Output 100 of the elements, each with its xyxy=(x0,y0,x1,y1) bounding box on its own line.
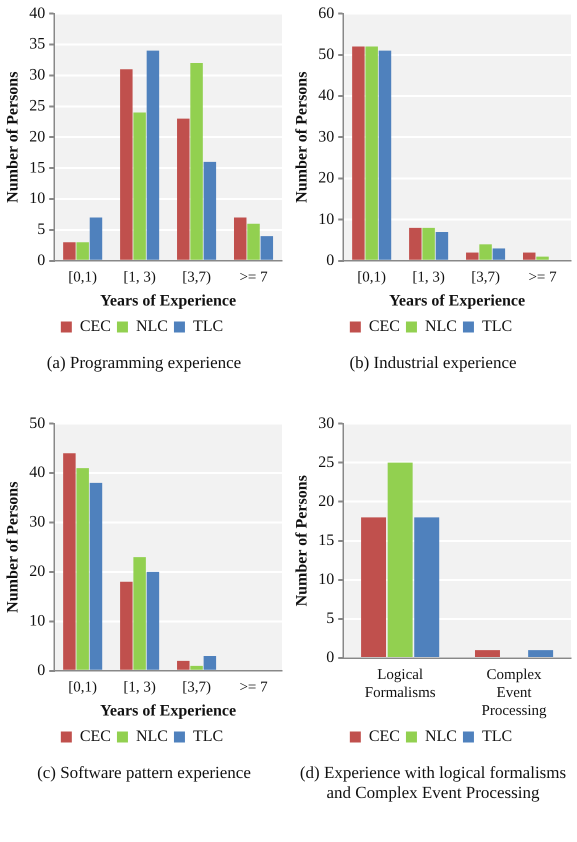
bar xyxy=(466,252,479,260)
bar xyxy=(414,517,440,657)
text: (c) Software pattern experience xyxy=(36,763,252,783)
y-tick-label: 5 xyxy=(37,221,46,238)
y-axis-title: Number of Persons xyxy=(4,72,22,203)
bar xyxy=(120,69,133,260)
bar xyxy=(90,482,102,670)
y-tick-label: 40 xyxy=(29,4,46,22)
bar xyxy=(479,244,492,260)
x-axis-title: Years of Experience xyxy=(100,292,236,310)
y-tick-label: 30 xyxy=(29,514,46,531)
bar xyxy=(378,50,392,260)
bar xyxy=(76,468,89,670)
text: (d) Experience with logical formalisms and Complex Event Processing xyxy=(298,763,568,803)
bar xyxy=(492,248,506,260)
bar xyxy=(260,236,274,260)
y-tick-label: 0 xyxy=(326,252,334,270)
bar xyxy=(146,50,160,260)
bar xyxy=(63,453,76,670)
x-tick-label: [3,7) xyxy=(471,270,500,286)
bar xyxy=(536,256,549,260)
legend-label: TLC xyxy=(482,728,512,746)
y-tick-label: 10 xyxy=(29,190,46,208)
legend-label: CEC xyxy=(368,728,400,746)
y-tick-label: 0 xyxy=(37,252,46,270)
bar xyxy=(365,46,378,260)
legend-label: TLC xyxy=(482,318,512,336)
y-tick-label: 50 xyxy=(318,46,334,64)
bar xyxy=(409,228,422,260)
legend-label: NLC xyxy=(136,728,168,746)
text: (b) Industrial experience xyxy=(348,353,518,373)
x-tick-label: [3,7) xyxy=(182,680,211,696)
x-axis-title: Years of Experience xyxy=(389,292,526,310)
bar xyxy=(234,218,246,260)
bar xyxy=(204,656,216,670)
x-tick-label: [1, 3) xyxy=(412,270,445,286)
y-tick-label: 40 xyxy=(29,464,46,482)
legend-label: NLC xyxy=(424,318,457,336)
x-tick-label: [1, 3) xyxy=(123,680,156,696)
y-tick-label: 35 xyxy=(29,36,46,53)
bar xyxy=(388,462,413,657)
legend-label: NLC xyxy=(424,728,457,746)
y-tick-label: 20 xyxy=(29,128,46,146)
bar xyxy=(90,218,102,260)
x-tick-label: >= 7 xyxy=(239,680,268,696)
x-tick-label: >= 7 xyxy=(239,270,268,286)
x-tick-label: [3,7) xyxy=(182,270,211,286)
y-tick-label: 5 xyxy=(326,610,334,628)
x-tick-label: [0,1) xyxy=(68,270,98,286)
x-tick-label: [0,1) xyxy=(357,270,386,286)
y-tick-label: 50 xyxy=(29,414,46,432)
y-tick-label: 10 xyxy=(29,612,46,630)
y-tick-label: 15 xyxy=(318,532,334,550)
x-axis-title: Years of Experience xyxy=(100,702,236,720)
y-axis-title: Number of Persons xyxy=(294,72,311,203)
bar xyxy=(133,112,146,260)
y-tick-label: 25 xyxy=(318,454,334,471)
legend-label: CEC xyxy=(80,728,111,746)
bar xyxy=(522,252,536,260)
bar xyxy=(190,666,203,670)
bar xyxy=(474,650,500,657)
bar xyxy=(361,517,386,657)
x-tick-label: [0,1) xyxy=(68,680,98,696)
bar xyxy=(528,650,554,657)
y-axis-title: Number of Persons xyxy=(294,475,311,606)
y-tick-label: 20 xyxy=(29,563,46,580)
bar xyxy=(177,118,190,260)
bar xyxy=(177,660,190,670)
legend-label: NLC xyxy=(136,318,168,336)
x-tick-label: Logical Formalisms xyxy=(364,666,436,701)
y-axis-title: Number of Persons xyxy=(4,482,22,613)
legend-label: CEC xyxy=(368,318,400,336)
bar xyxy=(146,572,160,670)
text: (a) Programming experience xyxy=(46,353,242,373)
y-tick-label: 0 xyxy=(37,662,46,680)
bar xyxy=(352,46,365,260)
x-tick-label: [1, 3) xyxy=(123,270,156,286)
bar xyxy=(436,232,448,260)
bar xyxy=(190,63,203,260)
x-tick-label: Complex Event Processing xyxy=(482,666,548,719)
legend-label: TLC xyxy=(192,318,224,336)
bar xyxy=(133,557,146,670)
y-tick-label: 25 xyxy=(29,98,46,115)
bar xyxy=(120,582,133,670)
x-tick-label: >= 7 xyxy=(528,270,558,286)
bar xyxy=(247,224,260,260)
bar xyxy=(422,228,435,260)
bar xyxy=(204,162,216,260)
bar xyxy=(63,242,76,260)
y-tick-label: 60 xyxy=(318,4,334,22)
legend-label: CEC xyxy=(80,318,111,336)
y-tick-label: 0 xyxy=(326,649,334,666)
y-tick-label: 15 xyxy=(29,159,46,176)
y-tick-label: 30 xyxy=(318,128,334,146)
y-tick-label: 30 xyxy=(29,66,46,84)
y-tick-label: 20 xyxy=(318,492,334,510)
bar xyxy=(76,242,89,260)
y-tick-label: 20 xyxy=(318,170,334,187)
y-tick-label: 10 xyxy=(318,210,334,228)
y-tick-label: 40 xyxy=(318,87,334,104)
